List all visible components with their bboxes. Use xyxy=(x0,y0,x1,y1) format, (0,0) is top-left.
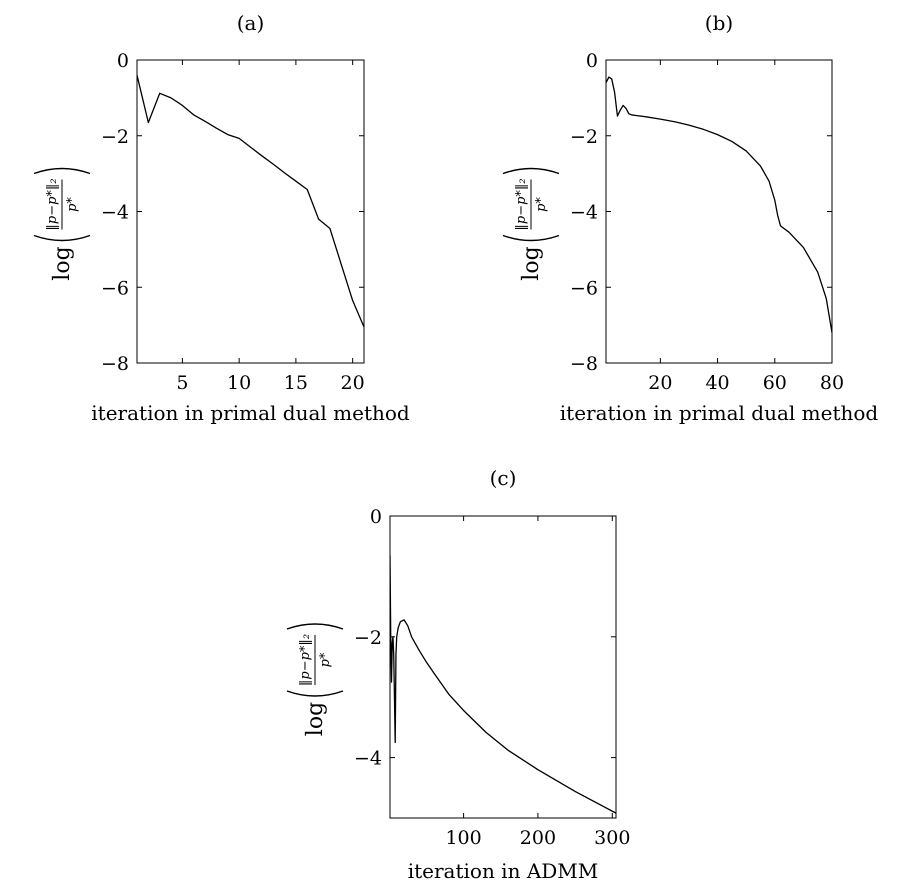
plot-frame xyxy=(136,59,365,364)
plot-frame xyxy=(605,59,833,364)
series-line xyxy=(606,76,832,333)
xtick-label: 5 xyxy=(176,372,188,394)
chart-panel-c: (c) 0 −2 −4 100 200 300 iteration in ADMM log ‖p−… xyxy=(286,466,630,883)
ylabel-log: log xyxy=(303,702,328,736)
ylabel-left-paren xyxy=(286,690,344,697)
ylabel-denominator: p* xyxy=(534,197,549,212)
panel-title: (a) xyxy=(237,11,265,35)
plot-frame xyxy=(389,515,617,819)
ylabel-right-paren xyxy=(286,623,344,630)
ytick-label: −8 xyxy=(101,353,129,375)
xtick-label: 300 xyxy=(594,827,630,849)
ytick-label: 0 xyxy=(370,506,382,528)
ylabel-denominator: p* xyxy=(318,652,333,667)
ylabel-left-paren xyxy=(33,234,91,242)
ytick-label: −4 xyxy=(354,748,382,770)
ylabel-right-paren xyxy=(33,167,91,175)
ytick-label: −4 xyxy=(101,202,129,224)
ytick-label: −6 xyxy=(101,277,129,299)
ytick-label: −4 xyxy=(570,202,598,224)
y-axis-label: log ‖p−p*‖₂ p* xyxy=(33,167,91,281)
ylabel-right-paren xyxy=(502,167,560,175)
ytick-label: −8 xyxy=(570,353,598,375)
ylabel-numerator: ‖p−p*‖₂ xyxy=(514,178,529,230)
y-axis-label: log ‖p−p*‖₂ p* xyxy=(502,167,560,281)
x-axis-label: iteration in primal dual method xyxy=(560,401,879,425)
series-line xyxy=(137,74,364,328)
ytick-label: 0 xyxy=(117,50,129,72)
x-axis-label: iteration in primal dual method xyxy=(91,401,410,425)
ylabel-numerator: ‖p−p*‖₂ xyxy=(298,634,313,686)
xtick-label: 40 xyxy=(705,372,729,394)
xtick-label: 200 xyxy=(520,827,556,849)
ytick-label: −2 xyxy=(101,126,129,148)
xtick-label: 20 xyxy=(341,372,365,394)
series-line xyxy=(390,555,616,814)
ylabel-numerator: ‖p−p*‖₂ xyxy=(45,178,60,230)
xtick-label: 10 xyxy=(227,372,251,394)
ylabel-left-paren xyxy=(502,234,560,242)
xtick-label: 60 xyxy=(763,372,787,394)
chart-panel-b: (b) 0 −2 −4 −6 −8 20 40 60 80 iteration in primal … xyxy=(502,11,879,425)
panel-title: (c) xyxy=(490,466,517,490)
xtick-label: 20 xyxy=(648,372,672,394)
ytick-label: −2 xyxy=(354,627,382,649)
ytick-label: −6 xyxy=(570,277,598,299)
chart-panel-a: (a) 0 −2 −4 −6 −8 5 10 15 20 iteration in primal d… xyxy=(33,11,410,425)
ylabel-log: log xyxy=(519,246,544,280)
ylabel-denominator: p* xyxy=(65,197,80,212)
ytick-label: −2 xyxy=(570,126,598,148)
xtick-label: 80 xyxy=(820,372,844,394)
xtick-label: 100 xyxy=(445,827,481,849)
ylabel-log: log xyxy=(50,246,75,280)
x-axis-label: iteration in ADMM xyxy=(408,859,599,883)
panel-title: (b) xyxy=(705,11,733,35)
xtick-label: 15 xyxy=(284,372,308,394)
ytick-label: 0 xyxy=(586,50,598,72)
y-axis-label: log ‖p−p*‖₂ p* xyxy=(286,623,344,736)
